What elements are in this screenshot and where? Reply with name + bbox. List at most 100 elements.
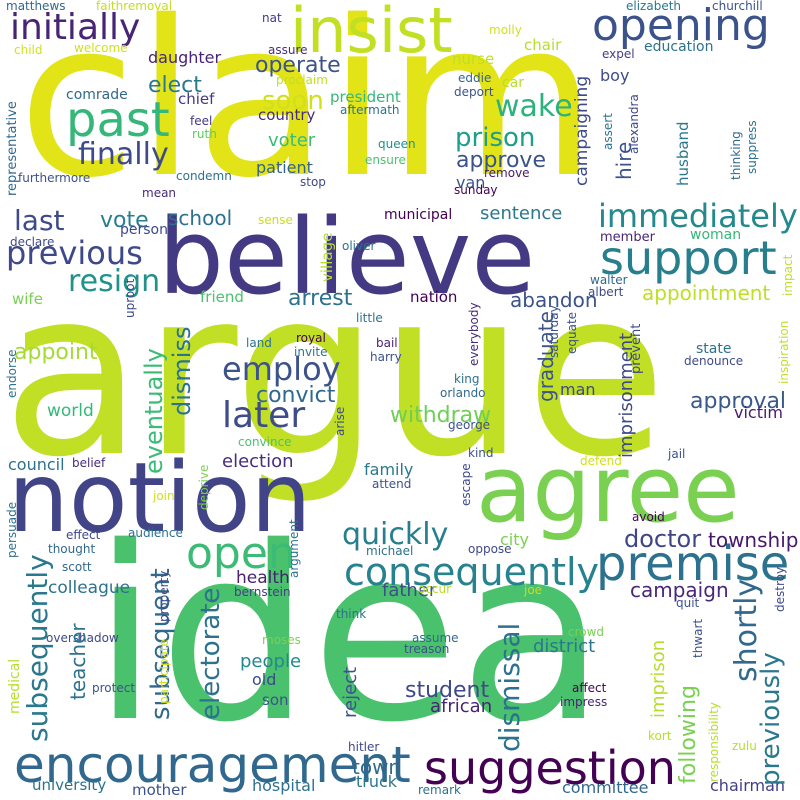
word-agree: agree [476, 436, 740, 543]
word-faithremoval: faithremoval [96, 0, 173, 13]
word-husband: husband [674, 121, 692, 186]
word-medical: medical [7, 658, 23, 714]
word-mother: mother [132, 781, 187, 799]
word-believe: believe [158, 196, 536, 318]
word-eddie: eddie [458, 71, 492, 85]
word-equate: equate [565, 311, 579, 354]
word-operate: operate [255, 53, 341, 78]
word-suppress: suppress [745, 120, 759, 174]
word-nurse: nurse [452, 50, 495, 68]
word-elizabeth: elizabeth [626, 0, 682, 13]
word-campaigning: campaigning [572, 75, 592, 186]
word-child: child [14, 43, 43, 57]
word-george: george [448, 418, 491, 432]
word-last: last [14, 204, 65, 237]
word-assure: assure [268, 43, 308, 57]
word-family: family [364, 460, 414, 479]
word-soon: soon [262, 86, 324, 116]
word-convince: convince [238, 435, 292, 449]
word-friend: friend [200, 288, 244, 306]
word-claim: claim [18, 0, 597, 225]
word-joe: joe [524, 583, 543, 597]
word-woman: woman [690, 227, 742, 243]
word-hospital: hospital [252, 776, 316, 795]
word-remove: remove [484, 166, 530, 180]
word-overshadow: overshadow [46, 631, 119, 645]
word-uproot: uproot [123, 278, 137, 318]
word-chief: chief [178, 90, 215, 108]
word-quit: quit [676, 596, 700, 610]
word-moses: moses [262, 633, 301, 647]
word-orlando: orlando [440, 386, 486, 400]
word-teacher: teacher [66, 623, 90, 700]
word-consequently: consequently [344, 550, 600, 594]
word-aftermath: aftermath [340, 103, 400, 117]
word-opening: opening [592, 0, 770, 51]
word-ensure: ensure [365, 153, 406, 167]
word-expel: expel [602, 47, 635, 61]
word-finally: finally [78, 137, 169, 172]
word-impact: impact [781, 254, 795, 296]
word-imprison: imprison [648, 639, 669, 718]
word-eventually: eventually [140, 348, 168, 474]
word-open: open [186, 528, 296, 579]
word-occur: occur [418, 582, 452, 596]
word-impress: impress [560, 695, 608, 709]
word-escape: escape [459, 463, 473, 506]
word-boy: boy [600, 66, 630, 85]
word-deport: deport [454, 85, 494, 99]
word-affect: affect [572, 681, 607, 695]
word-belief: belief [72, 456, 106, 470]
word-kort: kort [648, 729, 672, 743]
word-nation: nation [410, 288, 458, 306]
word-village: village [318, 232, 336, 282]
word-avoid: avoid [632, 510, 665, 524]
word-graduate: graduate [534, 311, 558, 402]
word-immediately: immediately [598, 197, 798, 235]
word-effect: effect [66, 528, 101, 542]
word-appoint: appoint [14, 340, 98, 365]
word-matthews: matthews [6, 0, 66, 13]
word-idea: idea [92, 495, 606, 775]
word-furthermore: furthermore [18, 171, 91, 185]
word-sense: sense [258, 213, 293, 227]
word-country: country [258, 106, 316, 124]
word-chair: chair [524, 36, 562, 54]
word-remark: remark [418, 783, 461, 797]
word-albert: albert [588, 285, 624, 299]
word-subsequently: subsequently [21, 554, 54, 742]
word-election: election [222, 451, 294, 472]
word-education: education [644, 39, 714, 55]
word-jail: jail [668, 447, 686, 461]
word-notion: notion [8, 442, 312, 554]
word-deprive: deprive [197, 464, 211, 510]
word-sentence: sentence [480, 203, 563, 224]
word-denounce: denounce [684, 354, 744, 368]
word-michael: michael [366, 544, 414, 558]
word-thought: thought [48, 542, 96, 556]
word-encouragement: encouragement [14, 736, 411, 794]
word-council: council [8, 455, 65, 474]
word-van: van [456, 173, 486, 192]
word-audience: audience [128, 526, 183, 540]
word-arise: arise [333, 406, 347, 436]
word-treason: treason [404, 642, 450, 656]
word-suggestion: suggestion [424, 741, 676, 795]
word-convict: convict [256, 383, 336, 408]
word-elect: elect [148, 73, 202, 98]
word-nat: nat [262, 11, 282, 25]
word-health: health [236, 568, 290, 588]
word-endorse: endorse [5, 349, 19, 398]
word-president: president [330, 88, 401, 106]
word-wake: wake [495, 89, 573, 124]
word-sunday: sunday [454, 183, 498, 197]
word-oliver: oliver [342, 239, 376, 253]
word-welcome: welcome [74, 41, 128, 55]
word-resign: resign [68, 264, 161, 299]
word-think: think [336, 607, 367, 621]
word-queen: queen [378, 137, 416, 151]
word-arrest: arrest [288, 286, 353, 311]
word-approval: approval [690, 389, 787, 414]
word-township: township [708, 528, 799, 552]
word-chairman: chairman [710, 776, 786, 795]
